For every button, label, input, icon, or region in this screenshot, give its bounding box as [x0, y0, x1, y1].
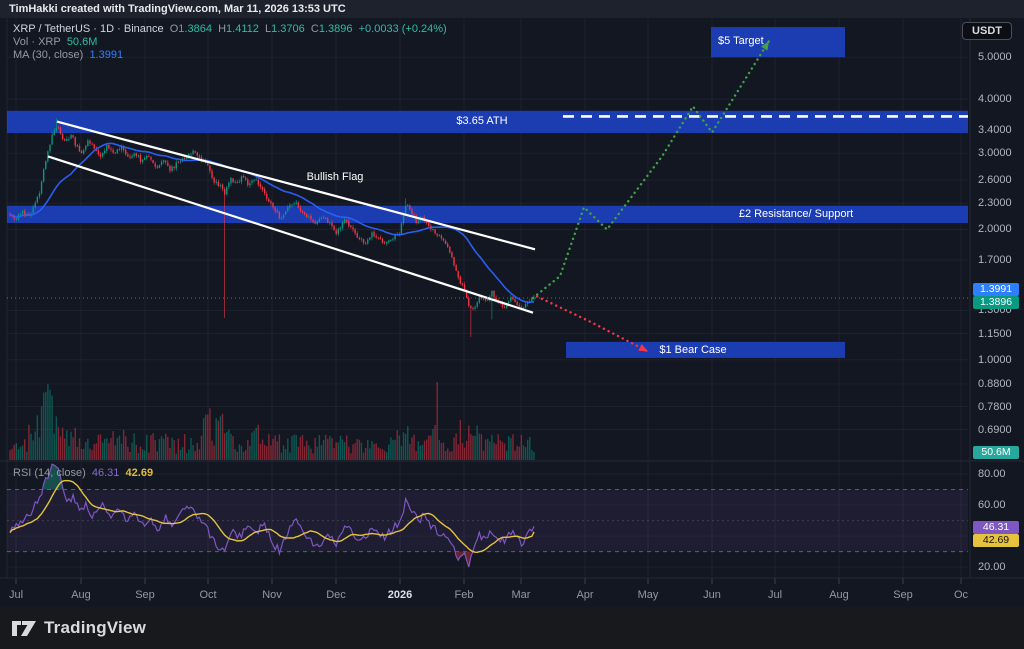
time-tick-label: Feb [454, 589, 474, 601]
high-value: 1.4112 [226, 23, 259, 35]
rsi-tick-label: 60.00 [978, 499, 1006, 512]
volume-value: 50.6M [66, 36, 98, 48]
time-tick-label: Oc [953, 589, 969, 601]
low-label: L [264, 23, 272, 35]
rsi-ma-value: 42.69 [125, 467, 154, 479]
low-value: 1.3706 [271, 23, 305, 35]
currency-toggle-button[interactable]: USDT [962, 22, 1012, 40]
ma-label: MA (30, close) [13, 49, 84, 61]
time-tick-label: Sep [893, 589, 913, 601]
time-tick-label: Aug [829, 589, 849, 601]
symbol-title: XRP / TetherUS · 1D · Binance [13, 23, 164, 35]
legend-ma-row[interactable]: MA (30, close) 1.3991 [13, 49, 447, 62]
rsi-tick-label: 80.00 [978, 468, 1006, 480]
open-label: O [169, 23, 179, 35]
attribution-bar: TimHakki created with TradingView.com, M… [0, 0, 1024, 18]
rsi-legend[interactable]: RSI (14, close) 46.31 42.69 [13, 467, 153, 479]
ma-price-badge: 1.3991 [973, 283, 1019, 296]
price-tick-label: 1.1500 [978, 327, 1012, 340]
price-tick-label: 4.0000 [978, 93, 1012, 106]
time-tick-label: Jun [703, 589, 721, 601]
high-label: H [218, 23, 227, 35]
price-tick-label: 0.7800 [978, 400, 1012, 413]
rsi-tick-label: 20.00 [978, 561, 1006, 574]
price-tick-label: 5.0000 [978, 51, 1012, 64]
legend-volume-row[interactable]: Vol · XRP 50.6M [13, 36, 447, 49]
price-tick-label: 0.8800 [978, 377, 1012, 390]
bear-case-box-label[interactable]: $1 Bear Case [659, 343, 727, 356]
footer-bar: TradingView [0, 607, 1024, 649]
close-label: C [310, 23, 319, 35]
chart-legend[interactable]: XRP / TetherUS · 1D · Binance O1.3864 H1… [13, 23, 447, 62]
open-value: 1.3864 [178, 23, 212, 35]
price-tick-label: 0.6900 [978, 423, 1012, 436]
time-tick-label: Sep [135, 589, 155, 601]
target-box-label[interactable]: $5 Target [718, 35, 764, 48]
close-value: 1.3896 [318, 23, 353, 35]
time-tick-label: Nov [262, 589, 282, 601]
ma-value: 1.3991 [89, 49, 124, 61]
rsi-label: RSI (14, close) [13, 467, 86, 479]
time-tick-label: May [637, 589, 659, 601]
legend-symbol-row[interactable]: XRP / TetherUS · 1D · Binance O1.3864 H1… [13, 23, 447, 36]
price-tick-label: 3.0000 [978, 147, 1012, 160]
time-tick-label: 2026 [387, 589, 413, 601]
price-tick-label: 2.0000 [978, 223, 1012, 236]
price-tick-label: 1.0000 [978, 353, 1012, 366]
ath-band-label[interactable]: $3.65 ATH [456, 114, 508, 127]
price-tick-label: 2.6000 [978, 174, 1012, 187]
volume-badge: 50.6M [973, 446, 1019, 459]
volume-label: Vol · XRP [13, 36, 61, 48]
resistance-band-label[interactable]: £2 Resistance/ Support [738, 208, 854, 221]
time-tick-label: Jul [8, 589, 24, 601]
rsi-badge: 46.31 [973, 521, 1019, 534]
time-tick-label: Dec [326, 589, 346, 601]
last-price-badge: 1.3896 [973, 296, 1019, 309]
time-tick-label: Apr [576, 589, 594, 601]
change-value: +0.0033 (+0.24%) [358, 23, 447, 35]
time-tick-label: Oct [199, 589, 217, 601]
time-tick-label: Mar [511, 589, 531, 601]
price-tick-label: 3.4000 [978, 123, 1012, 136]
bullish-flag-label[interactable]: Bullish Flag [306, 171, 364, 183]
time-tick-label: Jul [767, 589, 783, 601]
price-tick-label: 1.7000 [978, 254, 1012, 267]
time-tick-label: Aug [71, 589, 91, 601]
rsi-ma-badge: 42.69 [973, 534, 1019, 547]
attribution-text: TimHakki created with TradingView.com, M… [9, 3, 346, 15]
tradingview-logo-icon[interactable] [12, 620, 37, 637]
brand-text[interactable]: TradingView [44, 618, 147, 637]
rsi-value: 46.31 [91, 467, 120, 479]
price-tick-label: 2.3000 [978, 197, 1012, 210]
